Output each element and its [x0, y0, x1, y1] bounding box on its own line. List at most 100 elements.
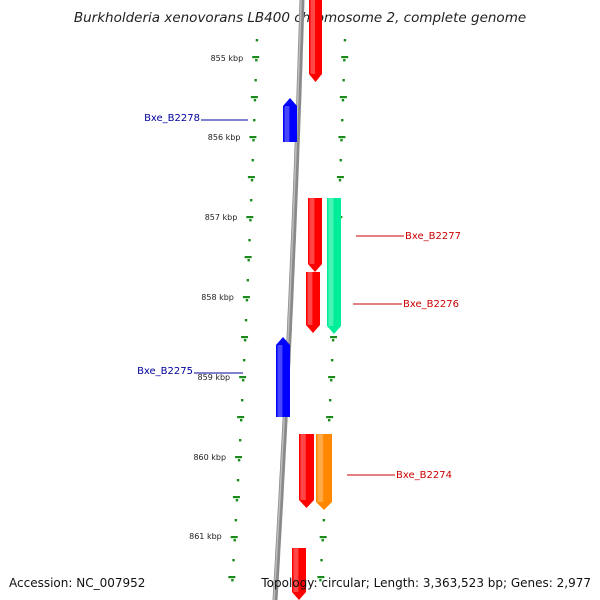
minor-tick [239, 376, 247, 379]
guide-dot [341, 119, 344, 122]
ruler-label-858-kbp: 858 kbp [201, 293, 234, 302]
guide-dot [340, 139, 343, 142]
guide-dot [329, 399, 332, 402]
accession-text: Accession: NC_007952 [9, 576, 146, 590]
gene-bxe-b2278 [283, 98, 297, 142]
inner-dotted-guide [228, 39, 260, 582]
guide-dot [252, 139, 255, 142]
minor-tick [242, 296, 250, 299]
guide-dot [255, 59, 258, 62]
ruler-label-859-kbp: 859 kbp [198, 373, 231, 382]
gene-bxe-b2277-red [308, 198, 322, 272]
gene-top-fragment-body [309, 0, 322, 82]
guide-dot [239, 419, 243, 422]
minor-tick [328, 376, 336, 379]
minor-tick [319, 536, 327, 539]
gene-bxe-b2276-body [306, 272, 320, 333]
guide-dot [241, 399, 244, 402]
minor-tick [326, 416, 334, 419]
ruler-label-860-kbp: 860 kbp [193, 453, 226, 462]
guide-dot [231, 579, 234, 582]
guide-dot [331, 339, 335, 342]
gene-bxe-b2274-orange-body [316, 434, 332, 510]
minor-tick [232, 496, 240, 499]
guide-dot [237, 459, 241, 462]
gene-bxe-b2274-red-shine [300, 434, 306, 500]
guide-dot [246, 279, 250, 282]
minor-tick [249, 136, 257, 139]
gene-bxe-b2275-shine [277, 345, 283, 417]
ruler-label-856-kbp: 856 kbp [208, 133, 241, 142]
gene-bxe-b2278-shine [284, 106, 290, 142]
gene-bxe-b2275-body [276, 337, 290, 417]
minor-tick [252, 56, 260, 59]
guide-dot [343, 59, 346, 62]
gene-bxe-b2277-red-body [308, 198, 322, 272]
minor-tick [235, 456, 243, 459]
gene-bxe-b2277-teal [327, 198, 341, 334]
minor-tick [228, 576, 236, 579]
gene-top-fragment-shine [310, 0, 316, 74]
gene-bxe-b2276 [306, 272, 320, 333]
gene-label-bxe_b2274: Bxe_B2274 [396, 470, 452, 481]
guide-dot [233, 539, 236, 542]
guide-dot [232, 559, 235, 562]
minor-tick [317, 576, 325, 579]
guide-dot [319, 579, 322, 582]
guide-dot [320, 559, 323, 562]
guide-dot [322, 519, 326, 522]
minor-tick [230, 536, 238, 539]
gene-label-bxe_b2277: Bxe_B2277 [405, 231, 461, 242]
minor-tick [247, 176, 255, 179]
gene-top-fragment [309, 0, 322, 82]
guide-dot [242, 359, 246, 362]
gene-bxe-b2274-red [299, 434, 314, 508]
guide-dot [341, 99, 345, 102]
guide-dot [247, 259, 250, 262]
guide-dot [253, 99, 257, 102]
minor-tick [237, 416, 245, 419]
minor-tick [341, 56, 349, 59]
minor-tick [330, 336, 338, 339]
gene-bottom-fragment-body [292, 548, 306, 600]
guide-dot [243, 339, 247, 342]
guide-dot [235, 499, 239, 502]
minor-tick [338, 136, 346, 139]
guide-dot [236, 479, 240, 482]
guide-dot [342, 79, 345, 82]
gene-bxe-b2274-red-body [299, 434, 314, 508]
minor-tick [336, 176, 344, 179]
gene-features [276, 0, 341, 600]
ruler-label-855-kbp: 855 kbp [211, 54, 244, 63]
minor-tick [241, 336, 249, 339]
guide-dot [244, 319, 248, 322]
gene-bxe-b2277-teal-shine [328, 198, 334, 326]
guide-dot [248, 239, 251, 242]
guide-dot [250, 199, 253, 202]
guide-dot [330, 359, 334, 362]
gene-labels: Bxe_B2278 Bxe_B2277 Bxe_B2276 Bxe_B2275 Bxe_… [137, 113, 461, 481]
guide-dot [253, 119, 256, 122]
minor-tick [246, 216, 254, 219]
gene-bxe-b2277-teal-body [327, 198, 341, 334]
guide-dot [338, 179, 342, 182]
backbone-highlight [273, 0, 302, 600]
guide-dot [321, 539, 324, 542]
gene-bxe-b2278-body [283, 98, 297, 142]
guide-dot [245, 299, 249, 302]
minor-tick [339, 96, 347, 99]
guide-dot [339, 159, 342, 162]
gene-bxe-b2274-orange-shine [317, 434, 324, 502]
guide-dot [329, 379, 333, 382]
gene-label-bxe_b2275: Bxe_B2275 [137, 366, 193, 377]
gene-bxe-b2274-orange [316, 434, 332, 510]
gene-bxe-b2277-red-shine [309, 198, 315, 264]
backbone-line [272, 0, 305, 600]
guide-dot [255, 39, 259, 42]
chromosome-backbone [272, 0, 305, 600]
ruler-label-857-kbp: 857 kbp [205, 213, 238, 222]
guide-dot [250, 179, 254, 182]
genome-summary-text: Topology: circular; Length: 3,363,523 bp… [261, 576, 591, 590]
